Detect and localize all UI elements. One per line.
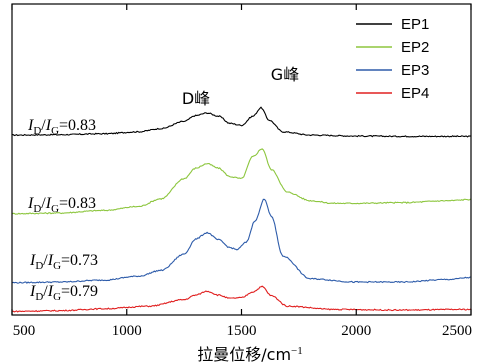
legend-label-ep3: EP3 (401, 62, 429, 79)
x-axis-title: 拉曼位移/cm−1 (197, 345, 303, 363)
peak-label-d: D峰 (182, 89, 210, 108)
x-tick-label: 500 (13, 323, 36, 339)
legend-label-ep1: EP1 (401, 16, 429, 33)
series-line-ep2 (11, 148, 472, 215)
legend: EP1 EP2 EP3 EP4 (356, 16, 429, 102)
series-line-ep1 (12, 106, 472, 138)
peak-labels: D峰 G峰 (182, 65, 299, 108)
ratio-label-ep4: ID/IG=0.79 (29, 283, 98, 303)
ratio-label-ep3: ID/IG=0.73 (29, 252, 98, 272)
series-layer (11, 106, 472, 313)
x-tick-label: 1500 (227, 323, 257, 339)
peak-label-g: G峰 (271, 65, 299, 84)
ratio-label-ep2: ID/IG=0.83 (27, 195, 96, 215)
x-tick-label: 1000 (112, 323, 142, 339)
x-tick-label: 2500 (442, 323, 472, 339)
legend-label-ep2: EP2 (401, 39, 429, 56)
x-tick-label: 2000 (341, 323, 371, 339)
x-axis-ticks: 500 1000 1500 2000 2500 (11, 4, 472, 339)
legend-label-ep4: EP4 (401, 85, 429, 102)
ratio-label-ep1: ID/IG=0.83 (27, 117, 96, 137)
series-line-ep3 (11, 198, 472, 284)
ratio-labels: ID/IG=0.83 ID/IG=0.83 ID/IG=0.73 ID/IG=0.79 (27, 117, 98, 303)
series-line-ep4 (12, 285, 472, 313)
